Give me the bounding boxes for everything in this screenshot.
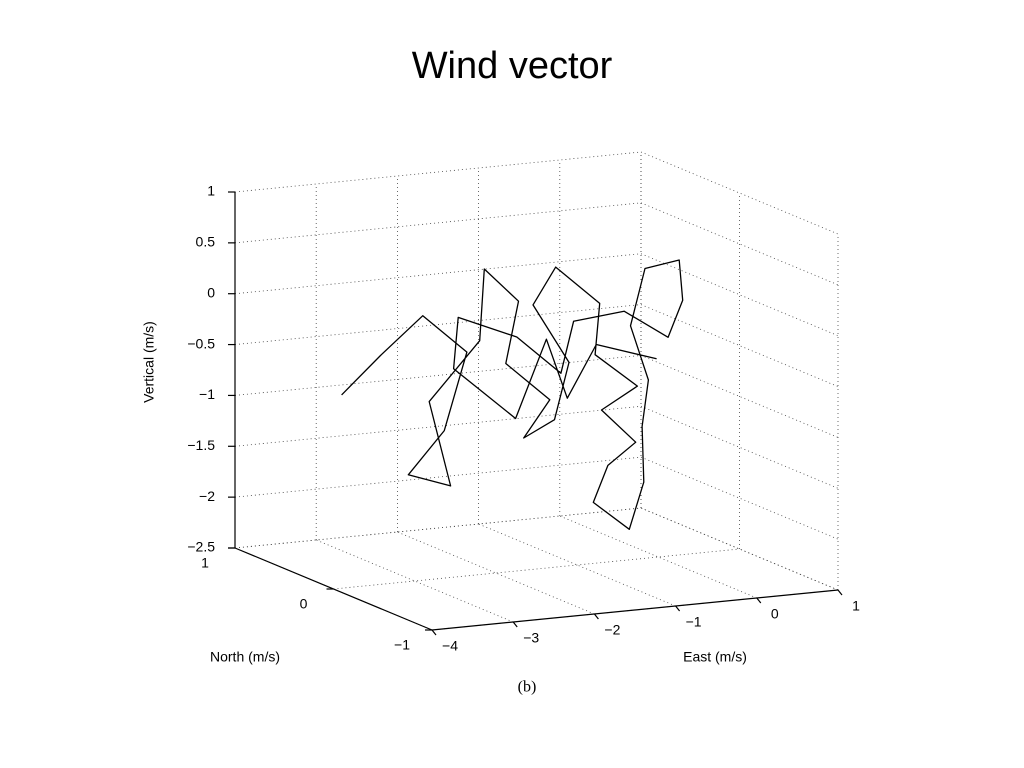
x-tick-label: 0 (771, 606, 779, 622)
grid-line (640, 456, 839, 540)
z-tick-label: 0.5 (196, 234, 216, 250)
z-tick-label: −2.5 (187, 539, 215, 555)
x-tick (512, 621, 518, 628)
grid-line (234, 456, 642, 498)
x-tick-label: 1 (852, 598, 860, 614)
grid-line (640, 253, 839, 337)
caption: (b) (518, 679, 537, 696)
y-tick-label: −1 (394, 637, 410, 653)
x-tick-label: −1 (686, 614, 702, 630)
grid-line (234, 304, 642, 345)
z-tick-label: −1.5 (187, 437, 215, 453)
x-tick (756, 597, 762, 604)
y-axis-label: North (m/s) (210, 649, 280, 665)
z-tick-label: −1 (199, 386, 215, 402)
z-tick-label: 0 (207, 284, 215, 300)
x-tick-label: −3 (523, 630, 539, 646)
grid-line (234, 151, 642, 193)
x-tick-label: −2 (604, 622, 620, 638)
trajectory (341, 259, 684, 530)
grid-line (640, 405, 839, 489)
z-tick-label: 1 (207, 183, 215, 199)
z-axis-label: Vertical (m/s) (141, 321, 157, 403)
grid-line (333, 548, 740, 590)
x-tick (593, 613, 599, 620)
grid-line (234, 405, 642, 447)
chart-title: Wind vector (412, 45, 613, 87)
y-tick-label: 0 (300, 596, 308, 612)
grid-line (234, 507, 642, 549)
z-tick-label: −0.5 (187, 335, 215, 351)
z-tick-label: −2 (199, 488, 215, 504)
x-tick (675, 605, 681, 612)
x-axis-label: East (m/s) (683, 649, 747, 665)
x-tick-label: −4 (442, 638, 458, 654)
x-tick (431, 629, 437, 636)
x-tick (837, 589, 843, 596)
grid-line (397, 531, 595, 615)
x-axis (431, 589, 839, 631)
grid-line (234, 202, 642, 244)
y-tick-label: 1 (201, 555, 209, 571)
